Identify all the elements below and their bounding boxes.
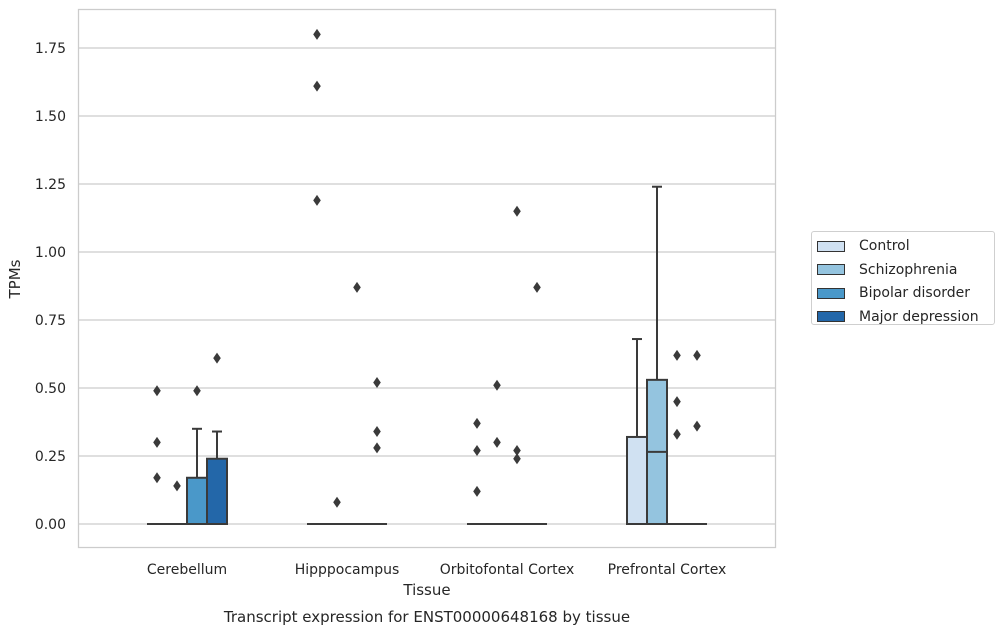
box-bipolar-disorder: [507, 205, 527, 525]
legend-label: Schizophrenia: [859, 261, 958, 278]
y-tick-label: 0.75: [35, 313, 66, 329]
x-tick-label: Prefrontal Cortex: [608, 562, 727, 578]
box-major-depression: [687, 349, 707, 525]
box-control: [147, 385, 167, 525]
outlier-point: [673, 396, 681, 408]
outlier-point: [213, 352, 221, 364]
box-body: [186, 476, 208, 526]
outlier-point: [153, 385, 161, 397]
outlier-point: [673, 428, 681, 440]
legend-swatch: [817, 240, 845, 252]
outlier-point: [373, 377, 381, 389]
legend-item: Bipolar disorder: [817, 283, 970, 303]
x-axis-label: Tissue: [402, 581, 450, 599]
y-tick-label: 1.75: [35, 41, 66, 57]
outlier-point: [473, 445, 481, 457]
box-bipolar-disorder: [667, 349, 687, 525]
legend-label: Bipolar disorder: [859, 285, 971, 301]
box-schizophrenia: [167, 480, 187, 525]
legend: Control Schizophrenia Bipolar disorder Majo…: [811, 231, 995, 325]
outlier-point: [493, 379, 501, 391]
outlier-point: [373, 442, 381, 454]
x-tick-labels: Cerebellum Hipppocampus Orbitofontal Corte…: [147, 562, 726, 578]
outlier-point: [693, 420, 701, 432]
outlier-point: [473, 417, 481, 429]
box-body: [206, 457, 228, 525]
outlier-point: [173, 480, 181, 492]
legend-item: Schizophrenia: [817, 260, 957, 280]
legend-label: Major depression: [859, 308, 979, 325]
outlier-point: [513, 445, 521, 457]
box-control: [626, 338, 648, 525]
box-bipolar-disorder: [186, 385, 208, 526]
x-tick-label: Cerebellum: [147, 562, 227, 578]
legend-item: Control: [817, 236, 910, 256]
box-plot-series: [147, 28, 707, 526]
outlier-point: [153, 436, 161, 448]
outlier-point: [153, 472, 161, 484]
box-major-depression: [527, 281, 547, 525]
chart-title: Transcript expression for ENST0000064816…: [223, 608, 630, 626]
outlier-point: [373, 426, 381, 438]
x-tick-label: Hipppocampus: [295, 562, 400, 578]
outlier-point: [693, 349, 701, 361]
y-tick-label: 1.50: [35, 109, 66, 125]
box-control: [467, 417, 487, 525]
box-body: [626, 435, 648, 525]
y-tick-labels: 0.00 0.25 0.50 0.75 1.00 1.25 1.50 1.75: [35, 41, 66, 533]
outlier-point: [353, 281, 361, 293]
y-tick-label: 1.00: [35, 245, 66, 261]
box-schizophrenia: [487, 379, 507, 525]
x-tick-label: Orbitofontal Cortex: [440, 562, 575, 578]
outlier-point: [193, 385, 201, 397]
y-tick-label: 0.50: [35, 381, 66, 397]
y-axis-label: TPMs: [6, 259, 24, 299]
box-schizophrenia: [327, 496, 347, 525]
outlier-point: [493, 436, 501, 448]
box-major-depression: [367, 377, 387, 525]
y-tick-label: 0.25: [35, 449, 66, 465]
y-tick-label: 1.25: [35, 177, 66, 193]
outlier-point: [473, 485, 481, 497]
legend-swatch: [817, 311, 845, 322]
outlier-point: [313, 194, 321, 206]
gridlines: [78, 47, 775, 525]
outlier-point: [313, 80, 321, 92]
box-control: [307, 28, 327, 525]
y-tick-label: 0.00: [35, 517, 66, 533]
box-major-depression: [206, 352, 228, 525]
outlier-point: [313, 28, 321, 40]
outlier-point: [533, 281, 541, 293]
legend-swatch: [817, 287, 845, 299]
legend-label: Control: [859, 238, 910, 254]
legend-swatch: [817, 264, 845, 275]
box-schizophrenia: [646, 185, 668, 525]
outlier-point: [673, 349, 681, 361]
box-bipolar-disorder: [347, 281, 367, 525]
plot-frame: [77, 8, 777, 549]
legend-item: Major depression: [817, 307, 979, 327]
outlier-point: [333, 496, 341, 508]
outlier-point: [513, 453, 521, 465]
outlier-point: [513, 205, 521, 217]
